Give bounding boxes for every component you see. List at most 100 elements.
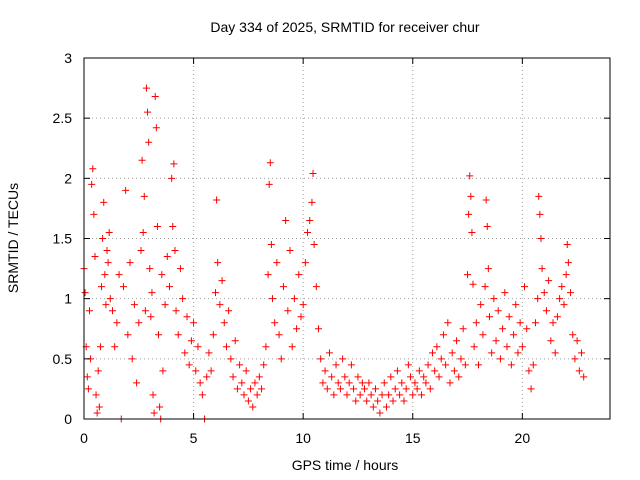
data-point: [242, 367, 250, 375]
data-point: [122, 186, 130, 194]
data-point: [158, 271, 166, 279]
data-point: [159, 367, 167, 375]
data-point: [295, 271, 303, 279]
data-point: [450, 367, 458, 375]
data-point: [126, 259, 134, 267]
data-point: [490, 295, 498, 303]
data-point: [142, 84, 150, 92]
data-point: [455, 373, 463, 381]
data-point: [564, 259, 572, 267]
data-point: [437, 355, 445, 363]
data-point: [321, 367, 329, 375]
grid: [84, 58, 610, 419]
data-point: [352, 397, 360, 405]
data-point: [317, 355, 325, 363]
data-point: [93, 409, 101, 417]
y-tick-label: 0.5: [53, 351, 73, 367]
data-point: [98, 283, 106, 291]
data-point: [393, 367, 401, 375]
data-point: [549, 319, 557, 327]
data-point: [196, 379, 204, 387]
data-point: [148, 289, 156, 297]
data-point: [529, 361, 537, 369]
data-point: [209, 331, 217, 339]
data-point: [244, 397, 252, 405]
data-point: [518, 343, 526, 351]
y-tick-label: 3: [64, 50, 72, 66]
data-point: [266, 159, 274, 167]
data-point: [145, 138, 153, 146]
data-point: [176, 265, 184, 273]
data-point: [89, 165, 97, 173]
data-point: [111, 343, 119, 351]
data-point: [501, 289, 509, 297]
data-point: [227, 355, 235, 363]
data-point: [484, 265, 492, 273]
data-point: [409, 391, 417, 399]
data-point: [168, 174, 176, 182]
data-point: [453, 337, 461, 345]
data-point: [578, 349, 586, 357]
tick-labels: 0 0.5 1 1.5 2 2.5 3 0 5 10 15 20: [53, 50, 531, 446]
data-point: [547, 337, 555, 345]
x-tick-label: 20: [515, 430, 531, 446]
data-point: [332, 361, 340, 369]
y-tick-label: 0: [64, 411, 72, 427]
data-point: [308, 198, 316, 206]
data-point: [150, 409, 158, 417]
data-point: [537, 235, 545, 242]
data-point: [130, 301, 138, 309]
data-point: [103, 247, 111, 255]
data-point: [553, 313, 561, 321]
data-point: [365, 379, 373, 387]
data-point: [376, 409, 384, 417]
data-point: [151, 93, 159, 101]
data-point: [156, 403, 164, 411]
data-point: [466, 172, 474, 180]
data-point: [100, 198, 108, 206]
data-point: [207, 367, 215, 375]
data-point: [284, 307, 292, 315]
data-point: [133, 379, 141, 387]
data-point: [315, 325, 323, 333]
data-point: [431, 367, 439, 375]
data-point: [470, 343, 478, 351]
data-point: [101, 271, 109, 279]
data-point: [192, 367, 200, 375]
data-point: [573, 337, 581, 345]
data-point: [113, 319, 121, 327]
data-point: [361, 385, 369, 393]
data-point: [124, 331, 132, 339]
data-point: [382, 403, 390, 411]
x-tick-label: 15: [405, 430, 421, 446]
data-point: [299, 301, 307, 309]
data-point: [535, 192, 543, 200]
data-point: [499, 325, 507, 333]
data-point: [323, 385, 331, 393]
data-point: [481, 283, 489, 291]
data-point: [258, 385, 266, 393]
data-point: [163, 253, 171, 261]
data-point: [411, 379, 419, 387]
y-tick-label: 1.5: [53, 231, 73, 247]
data-point: [398, 379, 406, 387]
data-point: [273, 259, 281, 267]
data-point: [396, 391, 404, 399]
data-point: [213, 196, 221, 204]
data-point: [442, 361, 450, 369]
data-point: [404, 361, 412, 369]
data-point: [415, 367, 423, 375]
data-point: [391, 385, 399, 393]
data-point: [418, 391, 426, 399]
x-tick-label: 10: [295, 430, 311, 446]
data-point: [387, 373, 395, 381]
data-point: [106, 295, 114, 303]
data-point: [400, 397, 408, 405]
data-point: [507, 361, 515, 369]
data-point: [551, 349, 559, 357]
data-point: [531, 319, 539, 327]
data-point: [293, 325, 301, 333]
data-point: [465, 210, 473, 218]
data-point: [102, 301, 110, 309]
data-point: [253, 391, 261, 399]
